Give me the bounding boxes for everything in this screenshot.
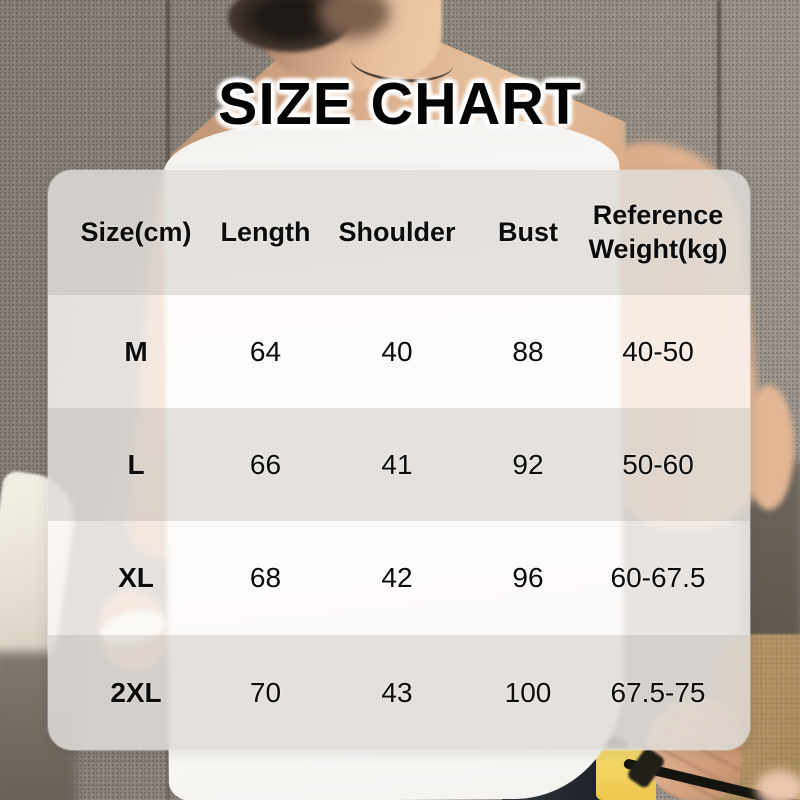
table-header-row: Size(cm) Length Shoulder Bust Reference …: [48, 170, 750, 295]
table-row-2xl: 2XL 70 43 100 67.5-75: [48, 635, 750, 750]
weight-value: 40-50: [622, 335, 694, 367]
column-header-weight: Reference Weight(kg): [588, 199, 728, 264]
model-right-elbow: [744, 385, 794, 510]
page-title: SIZE CHART: [218, 71, 582, 137]
column-header-bust: Bust: [498, 216, 558, 247]
skin-highlight-corner: [756, 770, 800, 800]
shoulder-value: 40: [381, 335, 413, 367]
size-label: L: [127, 448, 145, 480]
table-row-m: M 64 40 88 40-50: [48, 295, 750, 408]
column-header-shoulder: Shoulder: [338, 216, 456, 247]
size-label: M: [124, 335, 148, 367]
size-chart-panel: Size(cm) Length Shoulder Bust Reference …: [48, 170, 750, 750]
table-row-l: L 66 41 92 50-60: [48, 408, 750, 521]
column-header-length: Length: [220, 216, 311, 247]
table-row-xl: XL 68 42 96 60-67.5: [48, 521, 750, 635]
size-label: XL: [118, 562, 154, 593]
bust-value: 88: [512, 335, 544, 367]
bust-value: 100: [504, 676, 552, 708]
length-value: 70: [249, 676, 282, 708]
length-value: 68: [249, 562, 282, 593]
length-value: 64: [249, 335, 282, 367]
weight-value: 50-60: [622, 448, 694, 480]
shoulder-value: 43: [381, 676, 413, 708]
bust-value: 96: [512, 562, 544, 593]
shoulder-value: 41: [381, 448, 413, 480]
shoulder-value: 42: [381, 562, 413, 593]
weight-value: 60-67.5: [610, 562, 706, 593]
length-value: 66: [249, 448, 282, 480]
size-label: 2XL: [110, 676, 162, 708]
bust-value: 92: [512, 448, 544, 480]
weight-value: 67.5-75: [610, 676, 706, 708]
column-header-size: Size(cm): [80, 216, 192, 247]
